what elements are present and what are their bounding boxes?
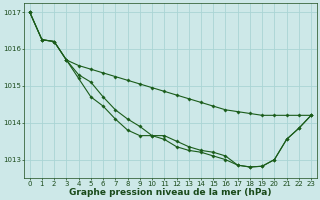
X-axis label: Graphe pression niveau de la mer (hPa): Graphe pression niveau de la mer (hPa) <box>69 188 272 197</box>
